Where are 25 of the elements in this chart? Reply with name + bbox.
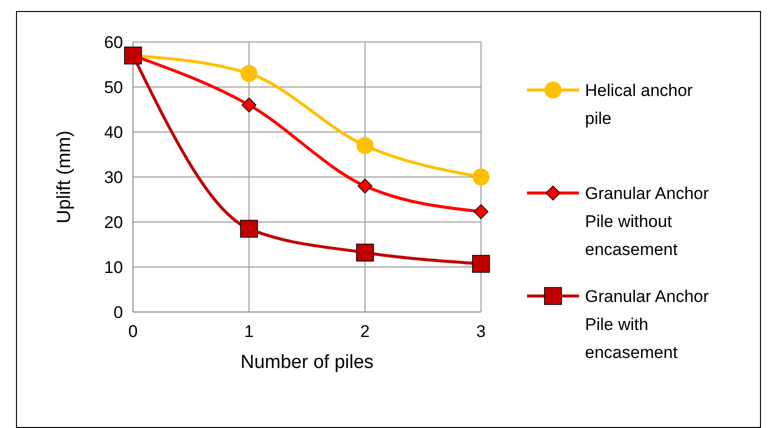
x-tick-label: 2	[360, 322, 370, 341]
point	[240, 220, 258, 238]
y-tick-label: 20	[104, 213, 123, 232]
point	[474, 204, 488, 220]
y-tick-label: 60	[104, 33, 123, 52]
point	[358, 178, 372, 194]
point	[472, 168, 490, 186]
legend-label: Helical anchor pile	[585, 81, 694, 128]
x-tick-label: 1	[244, 322, 254, 341]
point	[472, 254, 490, 273]
y-tick-label: 40	[104, 123, 123, 142]
point	[356, 244, 374, 262]
x-axis-title: Number of piles	[240, 352, 374, 373]
point	[242, 98, 256, 112]
point	[240, 65, 258, 82]
y-tick-label: 0	[114, 303, 123, 322]
point	[356, 137, 374, 154]
y-tick-label: 50	[104, 78, 123, 97]
x-tick-label: 3	[476, 322, 486, 341]
legend-label: Granular Anchor Pile without encasement	[585, 184, 710, 259]
y-tick-label: 30	[104, 168, 123, 187]
x-tick-label: 0	[128, 322, 138, 341]
y-tick-label: 10	[104, 258, 123, 277]
y-axis-title: Uplift (mm)	[54, 130, 75, 224]
legend-label: Granular Anchor Pile with encasement	[585, 287, 710, 362]
